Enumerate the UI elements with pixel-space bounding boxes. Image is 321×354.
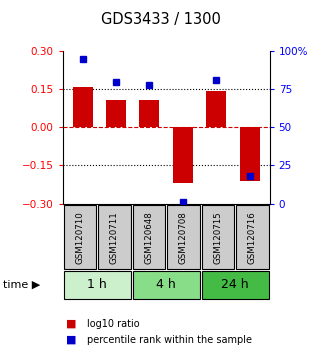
Bar <box>236 205 269 269</box>
Bar <box>133 272 200 298</box>
Bar <box>206 91 226 127</box>
Text: GSM120648: GSM120648 <box>144 211 153 264</box>
Text: 24 h: 24 h <box>221 279 249 291</box>
Bar <box>133 205 165 269</box>
Text: percentile rank within the sample: percentile rank within the sample <box>87 335 252 345</box>
Bar <box>173 127 193 183</box>
Text: GDS3433 / 1300: GDS3433 / 1300 <box>100 12 221 27</box>
Text: ■: ■ <box>66 335 76 345</box>
Text: GSM120708: GSM120708 <box>179 211 188 264</box>
Text: 4 h: 4 h <box>156 279 176 291</box>
Text: log10 ratio: log10 ratio <box>87 319 139 329</box>
Bar <box>167 205 200 269</box>
Text: GSM120711: GSM120711 <box>110 211 119 264</box>
Text: time ▶: time ▶ <box>3 280 40 290</box>
Bar <box>73 87 93 127</box>
Bar <box>106 99 126 127</box>
Bar <box>202 205 234 269</box>
Text: GSM120715: GSM120715 <box>213 211 222 264</box>
Text: GSM120716: GSM120716 <box>248 211 257 264</box>
Bar <box>239 127 260 181</box>
Bar <box>98 205 131 269</box>
Text: 1 h: 1 h <box>87 279 107 291</box>
Bar <box>139 99 160 127</box>
Text: ■: ■ <box>66 319 76 329</box>
Bar <box>64 205 96 269</box>
Text: GSM120710: GSM120710 <box>75 211 84 264</box>
Bar <box>64 272 131 298</box>
Bar <box>202 272 269 298</box>
